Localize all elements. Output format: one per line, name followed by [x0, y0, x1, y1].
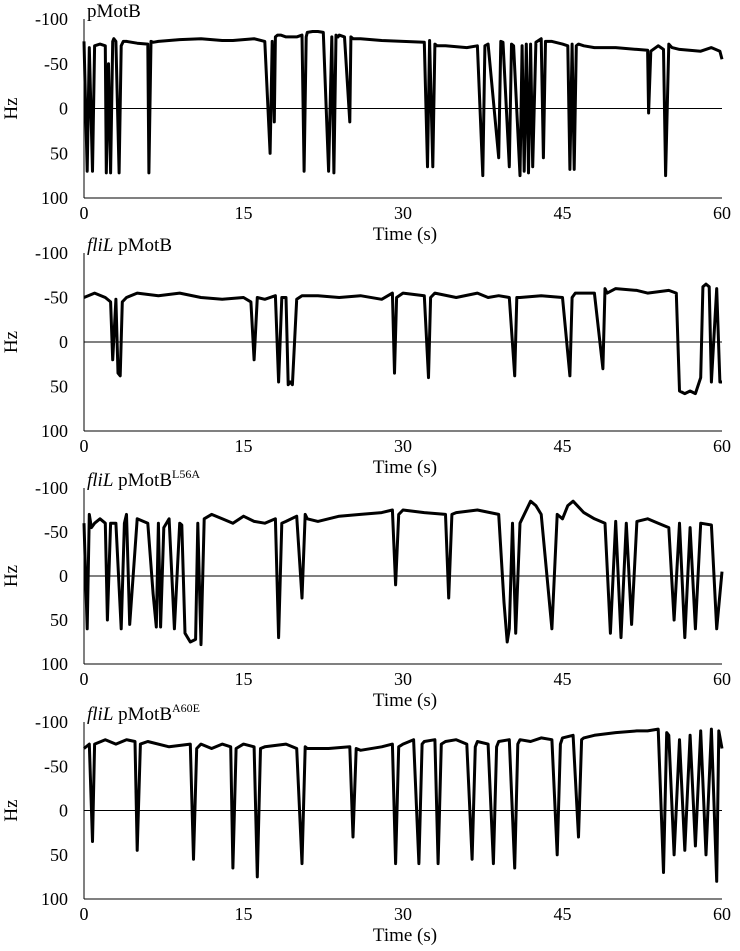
series-line: [82, 499, 724, 647]
y-tick-label: 50: [50, 143, 68, 163]
chart-panel: -100 -50 0 50 100 0 15 30 45 60 Time (s) Hz fliL pMo…: [1, 235, 731, 478]
y-axis-label: Hz: [1, 799, 22, 821]
series-line: [83, 727, 724, 883]
y-tick-label: -50: [44, 288, 68, 308]
y-tick-label: -50: [44, 54, 68, 74]
chart-panel: -100 -50 0 50 100 0 15 30 45 60 Time (s) Hz fliL pMo…: [1, 467, 731, 711]
panel-title-part: A60E: [172, 701, 200, 715]
y-tick-label: -100: [35, 9, 68, 29]
x-tick-label: 45: [554, 904, 572, 924]
y-tick-label: 50: [50, 845, 68, 865]
panel-title-part: fliL: [87, 235, 113, 256]
y-tick-label: 100: [41, 188, 68, 208]
y-axis-label: Hz: [1, 565, 22, 587]
panel-title: fliL pMotBL56A: [87, 467, 200, 491]
y-tick-label: 100: [41, 654, 68, 674]
chart-panel: -100 -50 0 50 100 0 15 30 45 60 Time (s) Hz pMotB: [1, 1, 731, 245]
panel-title-part: pMotB: [113, 235, 172, 256]
series-line: [83, 282, 722, 396]
x-tick-label: 45: [554, 203, 572, 223]
y-tick-label: 0: [59, 566, 68, 586]
y-tick-label: 50: [50, 610, 68, 630]
x-tick-label: 0: [80, 904, 89, 924]
panel-title: pMotB: [87, 1, 141, 22]
y-tick-label: 0: [59, 99, 68, 119]
x-tick-label: 30: [394, 203, 412, 223]
x-tick-label: 30: [394, 904, 412, 924]
panel-title-part: L56A: [172, 467, 200, 481]
y-tick-label: -100: [35, 478, 68, 498]
y-axis-label: Hz: [1, 331, 22, 353]
x-tick-label: 0: [80, 669, 89, 689]
panel-title-part: pMotB: [87, 1, 141, 22]
panel-title-part: pMotB: [113, 470, 172, 491]
panel-title-part: pMotB: [113, 704, 172, 725]
panel-title: fliL pMotB: [87, 235, 172, 256]
y-tick-label: 100: [41, 421, 68, 441]
x-tick-label: 45: [554, 436, 572, 456]
series-line: [82, 30, 724, 178]
x-tick-label: 0: [80, 436, 89, 456]
x-tick-label: 15: [235, 436, 253, 456]
x-tick-label: 15: [235, 203, 253, 223]
x-axis-label: Time (s): [373, 457, 437, 478]
y-tick-label: 0: [59, 332, 68, 352]
x-axis-label: Time (s): [373, 925, 437, 946]
x-tick-label: 60: [713, 203, 731, 223]
x-tick-label: 15: [235, 904, 253, 924]
y-tick-label: -50: [44, 756, 68, 776]
x-tick-label: 0: [80, 203, 89, 223]
y-tick-label: -100: [35, 243, 68, 263]
x-tick-label: 30: [394, 669, 412, 689]
y-tick-label: 50: [50, 377, 68, 397]
x-axis-label: Time (s): [373, 224, 437, 245]
chart-panel: -100 -50 0 50 100 0 15 30 45 60 Time (s) Hz fliL pMo…: [1, 701, 731, 946]
x-tick-label: 60: [713, 669, 731, 689]
y-tick-label: -100: [35, 712, 68, 732]
x-tick-label: 60: [713, 436, 731, 456]
y-tick-label: 0: [59, 801, 68, 821]
panel-title: fliL pMotBA60E: [87, 701, 200, 725]
x-axis-label: Time (s): [373, 690, 437, 711]
y-tick-label: -50: [44, 522, 68, 542]
panel-title-part: fliL: [87, 704, 113, 725]
y-tick-label: 100: [41, 889, 68, 909]
x-tick-label: 30: [394, 436, 412, 456]
y-axis-label: Hz: [1, 97, 22, 119]
x-tick-label: 45: [554, 669, 572, 689]
x-tick-label: 15: [235, 669, 253, 689]
x-tick-label: 60: [713, 904, 731, 924]
panel-title-part: fliL: [87, 470, 113, 491]
